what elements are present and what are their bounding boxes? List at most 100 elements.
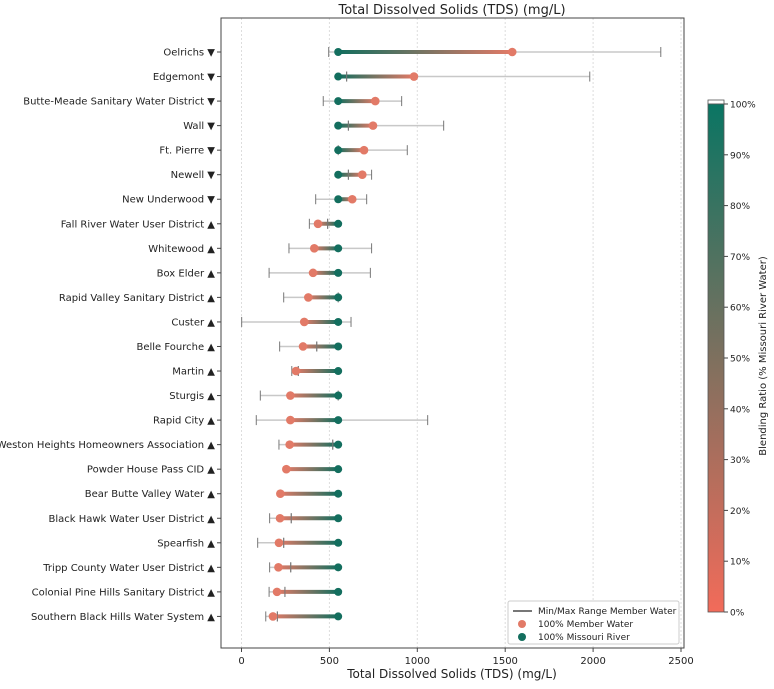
missouri-point	[334, 563, 343, 572]
missouri-point	[334, 244, 343, 253]
member-point	[409, 72, 419, 81]
member-point	[347, 194, 357, 204]
y-tick-label: Butte-Meade Sanitary Water District ▼	[23, 97, 215, 108]
legend-range: Min/Max Range Member Water	[538, 607, 677, 617]
row-16	[278, 439, 343, 450]
member-point	[272, 587, 282, 597]
missouri-point	[334, 440, 343, 449]
y-tick-label: Whitewood ▲	[148, 244, 215, 255]
colorbar-tick-label: 30%	[730, 456, 750, 466]
member-point	[370, 96, 380, 106]
y-tick-label: Spearfish ▲	[157, 538, 215, 549]
x-tick-label: 2500	[668, 656, 693, 667]
legend-missouri: 100% Missouri River	[538, 633, 630, 643]
x-tick-label: 1500	[492, 656, 517, 667]
y-tick-label: Rapid Valley Sanitary District ▲	[59, 293, 215, 304]
legend: Min/Max Range Member Water 100% Member W…	[507, 600, 680, 645]
y-tick-label: Rapid City ▲	[153, 416, 215, 427]
row-15	[255, 415, 429, 426]
member-point	[308, 268, 318, 278]
y-tick-label: Weston Heights Homeowners Association ▲	[0, 440, 215, 451]
member-point	[286, 391, 295, 400]
plot-frame	[220, 17, 685, 649]
missouri-point	[334, 219, 343, 228]
member-point	[274, 538, 284, 548]
colorbar-label: Blending Ratio (% Missouri River Water)	[758, 256, 769, 456]
row-17	[282, 464, 343, 474]
colorbar-tick-label: 20%	[730, 507, 750, 517]
member-point	[274, 563, 283, 572]
member-point	[368, 121, 378, 130]
row-4	[334, 145, 408, 156]
y-tick-label: Bear Butte Valley Water ▲	[85, 489, 216, 500]
y-tick-label: Powder House Pass CID ▲	[87, 465, 215, 476]
missouri-point	[334, 170, 343, 179]
member-point	[285, 440, 294, 449]
chart-title: Total Dissolved Solids (TDS) (mg/L)	[337, 3, 565, 18]
row-6	[315, 194, 368, 205]
row-14	[259, 390, 343, 401]
member-point	[286, 415, 295, 425]
colorbar-tick-label: 40%	[730, 405, 750, 415]
y-tick-label: Newell ▼	[171, 170, 216, 181]
row-5	[334, 169, 373, 180]
y-tick-label: Ft. Pierre ▼	[159, 146, 215, 157]
missouri-point	[334, 538, 343, 547]
row-21	[269, 562, 343, 573]
row-3	[334, 120, 445, 131]
missouri-point	[334, 195, 343, 204]
missouri-point	[334, 317, 343, 326]
missouri-point	[334, 514, 343, 523]
y-tick-label: Custer ▲	[171, 317, 215, 328]
colorbar-tick-label: 60%	[730, 304, 750, 314]
missouri-point	[334, 121, 343, 130]
colorbar-tick-label: 80%	[730, 202, 750, 212]
row-7	[308, 218, 343, 229]
member-point	[291, 366, 301, 376]
missouri-point	[334, 72, 343, 81]
missouri-point	[334, 612, 343, 621]
member-point	[313, 219, 323, 229]
row-20	[257, 537, 343, 548]
y-tick-label: Box Elder ▲	[157, 268, 216, 279]
row-11	[241, 316, 352, 327]
missouri-point	[334, 342, 343, 351]
missouri-point	[334, 97, 343, 106]
legend-member: 100% Member Water	[538, 620, 633, 630]
missouri-point	[334, 489, 343, 498]
member-point	[309, 244, 319, 253]
member-point	[299, 317, 309, 327]
y-tick-label: Southern Black Hills Water System ▲	[31, 612, 215, 623]
row-19	[269, 513, 343, 524]
y-tick-label: New Underwood ▼	[122, 195, 215, 206]
row-0	[328, 47, 662, 57]
x-tick-label: 2000	[580, 656, 605, 667]
x-tick-label: 0	[238, 656, 244, 667]
colorbar-tick-label: 70%	[730, 253, 750, 263]
member-point	[357, 170, 367, 179]
row-23	[265, 611, 343, 622]
member-point	[304, 293, 313, 302]
missouri-point	[334, 293, 343, 302]
x-axis-label: Total Dissolved Solids (TDS) (mg/L)	[346, 667, 557, 681]
y-tick-label: Black Hawk Water User District ▲	[48, 514, 215, 525]
member-point	[282, 464, 291, 474]
missouri-point	[334, 416, 343, 425]
missouri-point	[334, 146, 343, 155]
row-10	[283, 292, 343, 303]
row-9	[268, 267, 371, 278]
row-12	[279, 341, 343, 352]
y-tick-label: Sturgis ▲	[169, 391, 215, 402]
y-tick-label: Fall River Water User District ▲	[61, 219, 216, 230]
y-tick-label: Edgemont ▼	[153, 72, 215, 83]
member-point	[359, 145, 369, 155]
row-2	[322, 96, 403, 107]
missouri-point	[334, 48, 343, 56]
row-13	[291, 366, 343, 377]
row-1	[334, 71, 591, 82]
x-tick-label: 1000	[405, 656, 430, 667]
colorbar: 0% 10% 20% 30% 40% 50% 60% 70% 80% 90% 100% Blendi…	[707, 99, 769, 619]
colorbar-tick-label: 50%	[730, 355, 750, 365]
member-point	[276, 489, 285, 499]
